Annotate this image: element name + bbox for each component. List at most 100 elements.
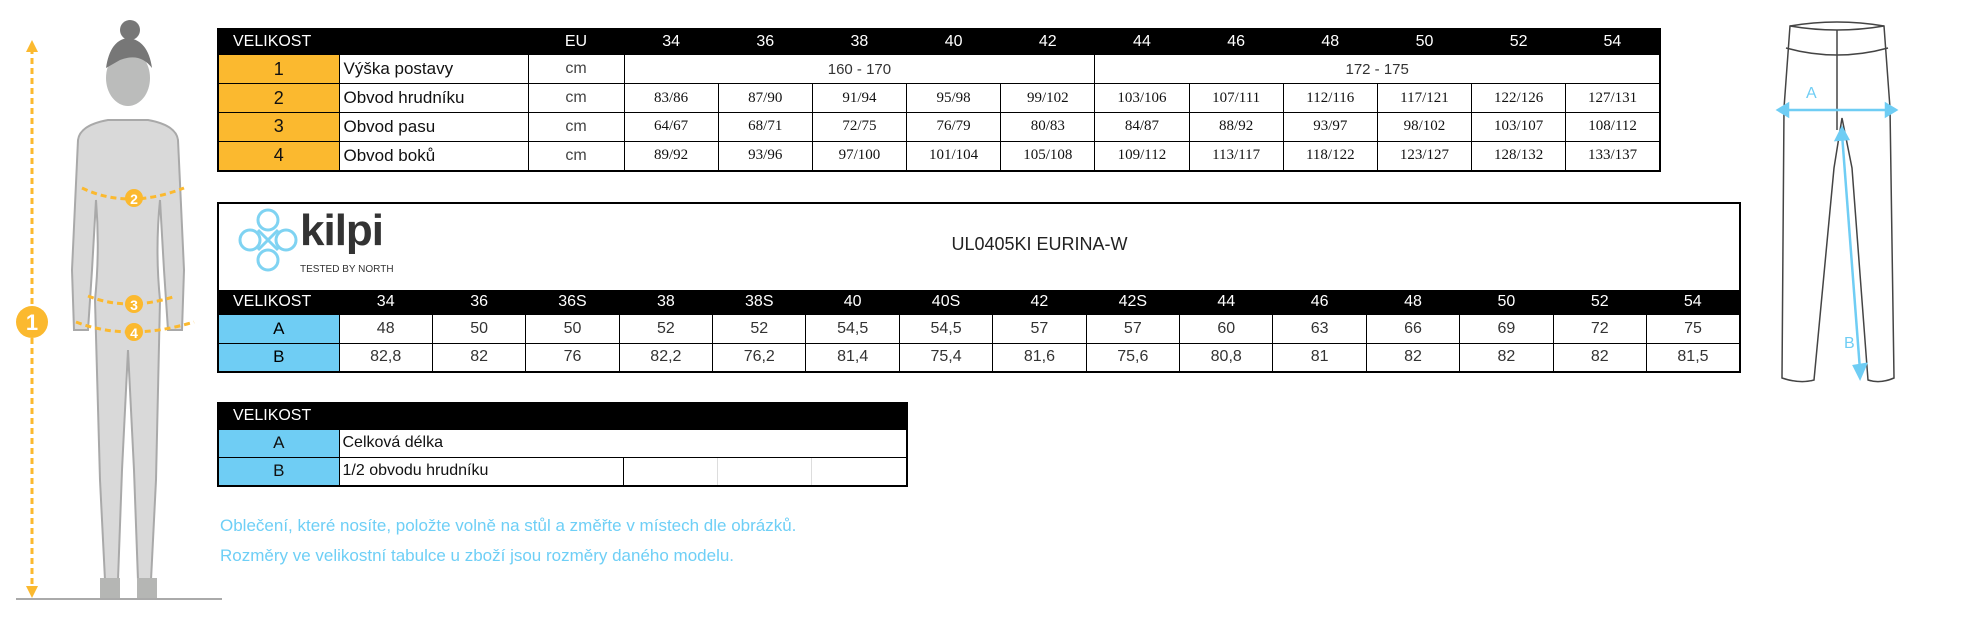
value-cell: 82 <box>1365 342 1461 373</box>
header-size: 42S <box>1086 290 1180 315</box>
value-cell: 105/108 <box>1000 140 1096 172</box>
header-size: 48 <box>1366 290 1460 315</box>
value-cell: 82 <box>1552 342 1647 373</box>
value-cell: 52 <box>618 314 714 344</box>
value-cell: 122/126 <box>1471 83 1567 113</box>
hair <box>106 38 152 68</box>
measurement-legend-table: VELIKOST A Celková délka B 1/2 obvodu hrudní… <box>217 402 909 487</box>
table-row: A 48 50 50 52 52 54,5 54,5 57 57 60 63 66 69 72 75 <box>217 314 1741 344</box>
table-header-row: VELIKOST <box>218 403 908 430</box>
measurement-name: Výška postavy <box>338 54 529 85</box>
product-title: UL0405KI EURINA-W <box>951 234 1128 254</box>
marker-2 <box>125 189 143 207</box>
value-cell: 82,2 <box>618 342 714 373</box>
value-cell: 50 <box>431 314 527 344</box>
svg-text:2: 2 <box>130 191 138 207</box>
value-cell: 81 <box>1272 342 1367 373</box>
hair-bun <box>120 20 140 40</box>
value-cell: 68/71 <box>717 111 813 142</box>
empty-cell <box>622 456 718 487</box>
row-label: A <box>217 428 340 458</box>
svg-text:4: 4 <box>130 325 138 341</box>
row-number: 2 <box>217 83 340 113</box>
value-cell: 112/116 <box>1282 83 1378 113</box>
table-row: 3 Obvod pasu cm 64/67 68/71 72/75 76/79 80/83 84… <box>217 111 1661 142</box>
header-size: 40 <box>906 29 1001 55</box>
header-velikost: VELIKOST <box>218 403 908 430</box>
value-cell: 113/117 <box>1188 140 1284 172</box>
header-size: 40 <box>805 290 900 315</box>
feet <box>100 578 157 598</box>
header-size: 42 <box>992 290 1087 315</box>
measurement-description: Celková délka <box>338 428 908 458</box>
measurement-name: Obvod pasu <box>338 111 529 142</box>
header-size: 38S <box>712 290 806 315</box>
value-cell: 89/92 <box>623 140 719 172</box>
header-size: 42 <box>1000 29 1095 55</box>
value-cell: 57 <box>1085 314 1181 344</box>
row-number: 3 <box>217 111 340 142</box>
value-cell: 103/106 <box>1094 83 1190 113</box>
value-cell: 133/137 <box>1565 140 1661 172</box>
value-cell: 76/79 <box>906 111 1002 142</box>
value-cell: 75,4 <box>898 342 994 373</box>
header-size: 54 <box>1565 29 1660 55</box>
value-cell: 82 <box>1459 342 1554 373</box>
header-size: 46 <box>1189 29 1284 55</box>
row-number: 4 <box>217 140 340 172</box>
value-cell: 75,6 <box>1085 342 1181 373</box>
value-cell: 50 <box>525 314 620 344</box>
value-cell: 52 <box>712 314 807 344</box>
value-cell: 93/96 <box>717 140 813 172</box>
value-cell: 97/100 <box>811 140 908 172</box>
value-cell: 95/98 <box>906 83 1002 113</box>
value-cell: 83/86 <box>623 83 719 113</box>
measure-arrows <box>1775 101 1899 381</box>
row-number: 1 <box>217 54 340 85</box>
value-cell: 81,4 <box>805 342 900 373</box>
value-range: 172 - 175 <box>1094 54 1661 85</box>
brand-logo: kilpi <box>300 206 384 255</box>
row-label: A <box>217 314 340 344</box>
measurement-name: Obvod boků <box>338 140 529 172</box>
value-cell: 63 <box>1272 314 1367 344</box>
body-size-table: VELIKOST EU 34 36 38 40 42 44 46 48 50 52 54 1 Výška p… <box>217 28 1661 172</box>
table-row: 1 Výška postavy cm 160 - 170 172 - 175 <box>217 54 1661 85</box>
value-cell: 64/67 <box>623 111 719 142</box>
value-cell: 81,6 <box>992 342 1087 373</box>
product-header <box>217 202 1741 290</box>
header-velikost: VELIKOST <box>218 29 528 55</box>
value-cell: 99/102 <box>1000 83 1096 113</box>
svg-text:3: 3 <box>130 297 138 313</box>
pants-measurement-figure: A B <box>1775 21 1899 383</box>
unit-cell: cm <box>527 140 625 172</box>
header-velikost: VELIKOST <box>218 290 339 315</box>
table-row: A Celková délka <box>217 428 908 458</box>
header-size: 34 <box>339 290 433 315</box>
table-row: 2 Obvod hrudníku cm 83/86 87/90 91/94 95/98 99/… <box>217 83 1661 113</box>
header-size: 48 <box>1283 29 1378 55</box>
value-cell: 91/94 <box>811 83 908 113</box>
measurement-name: Obvod hrudníku <box>338 83 529 113</box>
value-cell: 66 <box>1365 314 1461 344</box>
value-cell: 60 <box>1179 314 1274 344</box>
unit-cell: cm <box>527 111 625 142</box>
value-cell: 87/90 <box>717 83 813 113</box>
value-cell: 107/111 <box>1188 83 1284 113</box>
value-cell: 54,5 <box>898 314 994 344</box>
value-cell: 80,8 <box>1179 342 1274 373</box>
header-size: 36S <box>525 290 620 315</box>
value-cell: 48 <box>338 314 433 344</box>
pants-label-b: B <box>1844 335 1855 352</box>
table-row: 4 Obvod boků cm 89/92 93/96 97/100 101/104 105/… <box>217 140 1661 172</box>
value-cell: 117/121 <box>1376 83 1473 113</box>
marker-4 <box>125 323 143 341</box>
header-size: 50 <box>1377 29 1472 55</box>
marker-1 <box>16 306 48 338</box>
garment-size-table: VELIKOST 34 36 36S 38 38S 40 40S 42 42S 44 46 48 50 52… <box>217 290 1741 373</box>
value-cell: 123/127 <box>1376 140 1473 172</box>
header-size: 52 <box>1553 290 1647 315</box>
unit-cell: cm <box>527 54 625 85</box>
row-label: B <box>217 456 340 487</box>
unit-cell: cm <box>527 83 625 113</box>
